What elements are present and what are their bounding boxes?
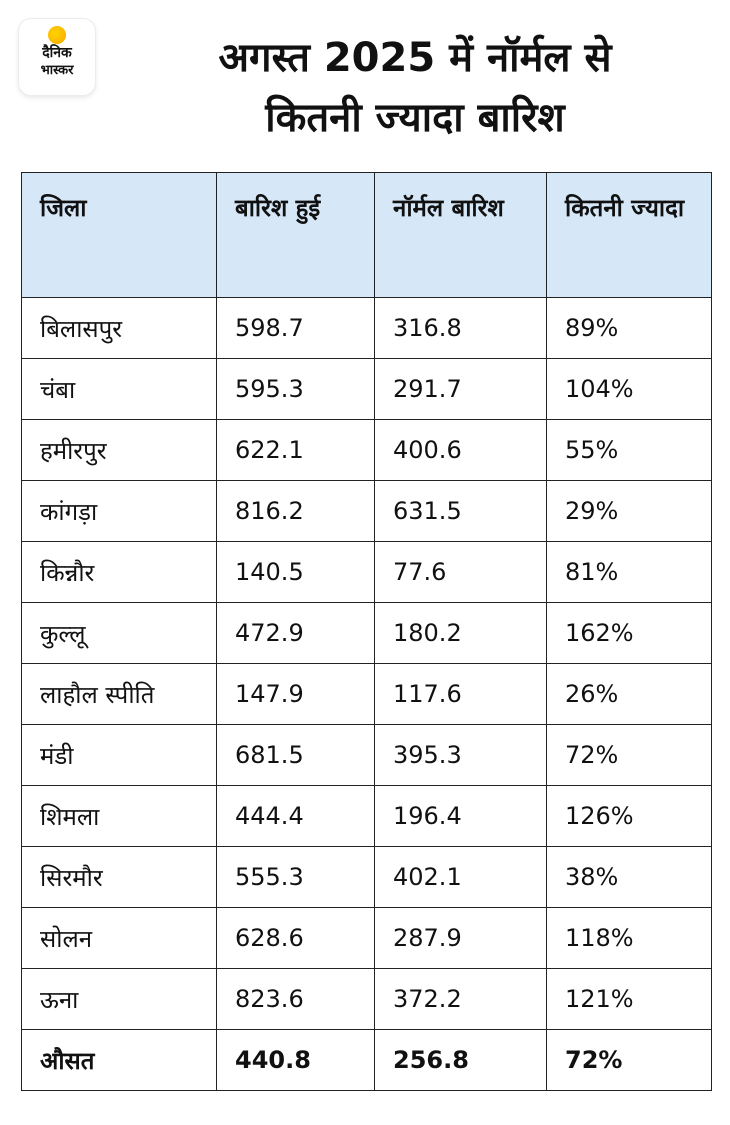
table-body: बिलासपुर 598.7 316.8 89% चंबा 595.3 291.7 104% ह… bbox=[21, 297, 712, 1091]
cell-district: कांगड़ा bbox=[21, 480, 217, 542]
table-row: सिरमौर 555.3 402.1 38% bbox=[21, 846, 712, 908]
title-line1: अगस्त 2025 में नॉर्मल से bbox=[218, 35, 612, 81]
header-district: जिला bbox=[21, 172, 217, 298]
cell-excess: 162% bbox=[546, 602, 712, 664]
cell-excess: 81% bbox=[546, 541, 712, 603]
cell-district: मंडी bbox=[21, 724, 217, 786]
header-excess: कितनी ज्यादा bbox=[546, 172, 712, 298]
table-row: लाहौल स्पीति 147.9 117.6 26% bbox=[21, 663, 712, 725]
table-row: कुल्लू 472.9 180.2 162% bbox=[21, 602, 712, 664]
header-normal-rain: नॉर्मल बारिश bbox=[374, 172, 547, 298]
logo-text-line2: भास्कर bbox=[40, 63, 74, 78]
cell-rain-received: 555.3 bbox=[216, 846, 375, 908]
cell-normal-rain: 287.9 bbox=[374, 907, 547, 969]
cell-rain-received: 823.6 bbox=[216, 968, 375, 1030]
cell-normal-rain: 400.6 bbox=[374, 419, 547, 481]
average-cell-normal-rain: 256.8 bbox=[374, 1029, 547, 1091]
cell-district: सिरमौर bbox=[21, 846, 217, 908]
cell-normal-rain: 395.3 bbox=[374, 724, 547, 786]
cell-normal-rain: 631.5 bbox=[374, 480, 547, 542]
cell-excess: 118% bbox=[546, 907, 712, 969]
cell-district: कुल्लू bbox=[21, 602, 217, 664]
cell-rain-received: 598.7 bbox=[216, 297, 375, 359]
cell-rain-received: 681.5 bbox=[216, 724, 375, 786]
table-row: बिलासपुर 598.7 316.8 89% bbox=[21, 297, 712, 359]
dainik-bhaskar-logo: दैनिक भास्कर bbox=[19, 19, 95, 95]
table-header-row: जिला बारिश हुई नॉर्मल बारिश कितनी ज्यादा bbox=[21, 172, 712, 298]
average-cell-district: औसत bbox=[21, 1029, 217, 1091]
cell-district: किन्नौर bbox=[21, 541, 217, 603]
cell-normal-rain: 180.2 bbox=[374, 602, 547, 664]
title-line2: कितनी ज्यादा बारिश bbox=[265, 95, 565, 141]
cell-district: बिलासपुर bbox=[21, 297, 217, 359]
cell-rain-received: 816.2 bbox=[216, 480, 375, 542]
cell-rain-received: 595.3 bbox=[216, 358, 375, 420]
cell-normal-rain: 291.7 bbox=[374, 358, 547, 420]
cell-excess: 72% bbox=[546, 724, 712, 786]
cell-rain-received: 147.9 bbox=[216, 663, 375, 725]
cell-excess: 126% bbox=[546, 785, 712, 847]
cell-district: चंबा bbox=[21, 358, 217, 420]
cell-excess: 89% bbox=[546, 297, 712, 359]
average-cell-rain-received: 440.8 bbox=[216, 1029, 375, 1091]
table-row: सोलन 628.6 287.9 118% bbox=[21, 907, 712, 969]
table-row: शिमला 444.4 196.4 126% bbox=[21, 785, 712, 847]
table-row: मंडी 681.5 395.3 72% bbox=[21, 724, 712, 786]
cell-district: सोलन bbox=[21, 907, 217, 969]
cell-excess: 26% bbox=[546, 663, 712, 725]
logo-text-line1: दैनिक bbox=[42, 45, 72, 61]
cell-normal-rain: 316.8 bbox=[374, 297, 547, 359]
cell-normal-rain: 77.6 bbox=[374, 541, 547, 603]
table-row: कांगड़ा 816.2 631.5 29% bbox=[21, 480, 712, 542]
table-row: हमीरपुर 622.1 400.6 55% bbox=[21, 419, 712, 481]
header-rain-received: बारिश हुई bbox=[216, 172, 375, 298]
sun-icon bbox=[48, 26, 66, 44]
cell-rain-received: 444.4 bbox=[216, 785, 375, 847]
cell-normal-rain: 117.6 bbox=[374, 663, 547, 725]
cell-rain-received: 622.1 bbox=[216, 419, 375, 481]
page-title: अगस्त 2025 में नॉर्मल से कितनी ज्यादा बा… bbox=[118, 28, 712, 148]
cell-rain-received: 140.5 bbox=[216, 541, 375, 603]
cell-normal-rain: 372.2 bbox=[374, 968, 547, 1030]
cell-rain-received: 628.6 bbox=[216, 907, 375, 969]
cell-excess: 104% bbox=[546, 358, 712, 420]
cell-district: लाहौल स्पीति bbox=[21, 663, 217, 725]
average-cell-excess: 72% bbox=[546, 1029, 712, 1091]
cell-excess: 55% bbox=[546, 419, 712, 481]
table-row: ऊना 823.6 372.2 121% bbox=[21, 968, 712, 1030]
cell-excess: 29% bbox=[546, 480, 712, 542]
cell-rain-received: 472.9 bbox=[216, 602, 375, 664]
cell-district: हमीरपुर bbox=[21, 419, 217, 481]
table-row: चंबा 595.3 291.7 104% bbox=[21, 358, 712, 420]
cell-district: ऊना bbox=[21, 968, 217, 1030]
cell-district: शिमला bbox=[21, 785, 217, 847]
cell-excess: 38% bbox=[546, 846, 712, 908]
cell-excess: 121% bbox=[546, 968, 712, 1030]
cell-normal-rain: 402.1 bbox=[374, 846, 547, 908]
rainfall-table: जिला बारिश हुई नॉर्मल बारिश कितनी ज्यादा… bbox=[21, 172, 712, 1091]
cell-normal-rain: 196.4 bbox=[374, 785, 547, 847]
table-average-row: औसत 440.8 256.8 72% bbox=[21, 1029, 712, 1091]
table-row: किन्नौर 140.5 77.6 81% bbox=[21, 541, 712, 603]
